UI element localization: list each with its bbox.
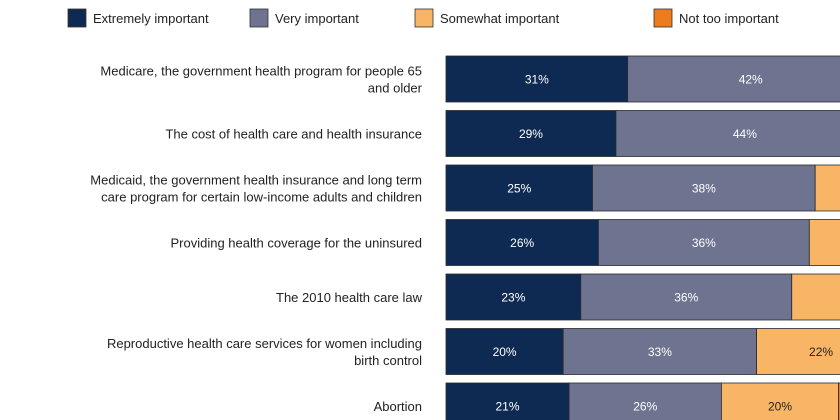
bars: 31%42%17%7%29%44%16%7%25%38%22%10%26%36%… — [445, 55, 840, 420]
bar-segment — [791, 273, 840, 321]
bar-segment — [808, 219, 840, 266]
data-label: 36% — [674, 291, 698, 305]
data-label: 22% — [809, 345, 833, 359]
legend-item: Not too important — [653, 8, 779, 28]
data-label: 44% — [733, 127, 757, 141]
legend-label: Extremely important — [93, 11, 209, 26]
legend: Extremely important Very important Somewha… — [67, 8, 779, 28]
data-label: 26% — [633, 400, 657, 414]
category-label: Reproductive health care services for wo… — [107, 336, 422, 351]
bar-segment — [592, 164, 816, 212]
category-labels: Medicare, the government health program … — [90, 64, 422, 415]
data-label: 20% — [768, 400, 792, 414]
data-label: 25% — [507, 182, 531, 196]
category-label: birth control — [354, 353, 422, 368]
category-label: The 2010 health care law — [276, 290, 423, 305]
data-label: 33% — [648, 345, 672, 359]
legend-label: Very important — [275, 11, 359, 26]
bar-segment — [756, 328, 840, 375]
legend-swatch — [249, 8, 269, 28]
legend-label: Somewhat important — [440, 11, 560, 26]
legend-item: Extremely important — [67, 8, 209, 28]
bar-segment — [445, 328, 564, 375]
category-label: Medicare, the government health program … — [100, 64, 422, 79]
legend-swatch — [414, 8, 434, 28]
bar-segment — [445, 164, 593, 212]
bar-segment — [445, 382, 570, 420]
bar-segment — [597, 219, 810, 266]
bar-segment — [445, 55, 629, 103]
legend-swatch — [67, 8, 87, 28]
legend-item: Somewhat important — [414, 8, 560, 28]
category-label: Providing health coverage for the uninsu… — [171, 236, 423, 251]
bar-segment — [445, 273, 582, 321]
bar-segment — [814, 164, 840, 212]
category-label: Medicaid, the government health insuranc… — [90, 173, 422, 188]
bar-segment — [580, 273, 793, 321]
bar-segment — [627, 55, 840, 103]
data-label: 26% — [510, 236, 534, 250]
bar-segment — [721, 382, 840, 420]
bar-segment — [562, 328, 757, 375]
data-label: 36% — [692, 236, 716, 250]
bar-segment — [445, 110, 617, 157]
data-label: 38% — [692, 182, 716, 196]
category-label: Abortion — [374, 399, 422, 414]
data-label: 23% — [501, 291, 525, 305]
bar-segment — [445, 219, 599, 266]
legend-label: Not too important — [679, 11, 779, 26]
legend-item: Very important — [249, 8, 359, 28]
category-label: care program for certain low-income adul… — [101, 190, 422, 205]
bar-segment — [838, 382, 840, 420]
legend-swatch — [653, 8, 673, 28]
data-label: 29% — [519, 127, 543, 141]
category-label: The cost of health care and health insur… — [165, 127, 422, 142]
data-label: 42% — [739, 73, 763, 87]
data-label: 20% — [493, 345, 517, 359]
data-label: 21% — [496, 400, 520, 414]
data-label: 31% — [525, 73, 549, 87]
category-label: and older — [368, 81, 423, 96]
bar-segment — [615, 110, 840, 157]
bar-segment — [568, 382, 722, 420]
